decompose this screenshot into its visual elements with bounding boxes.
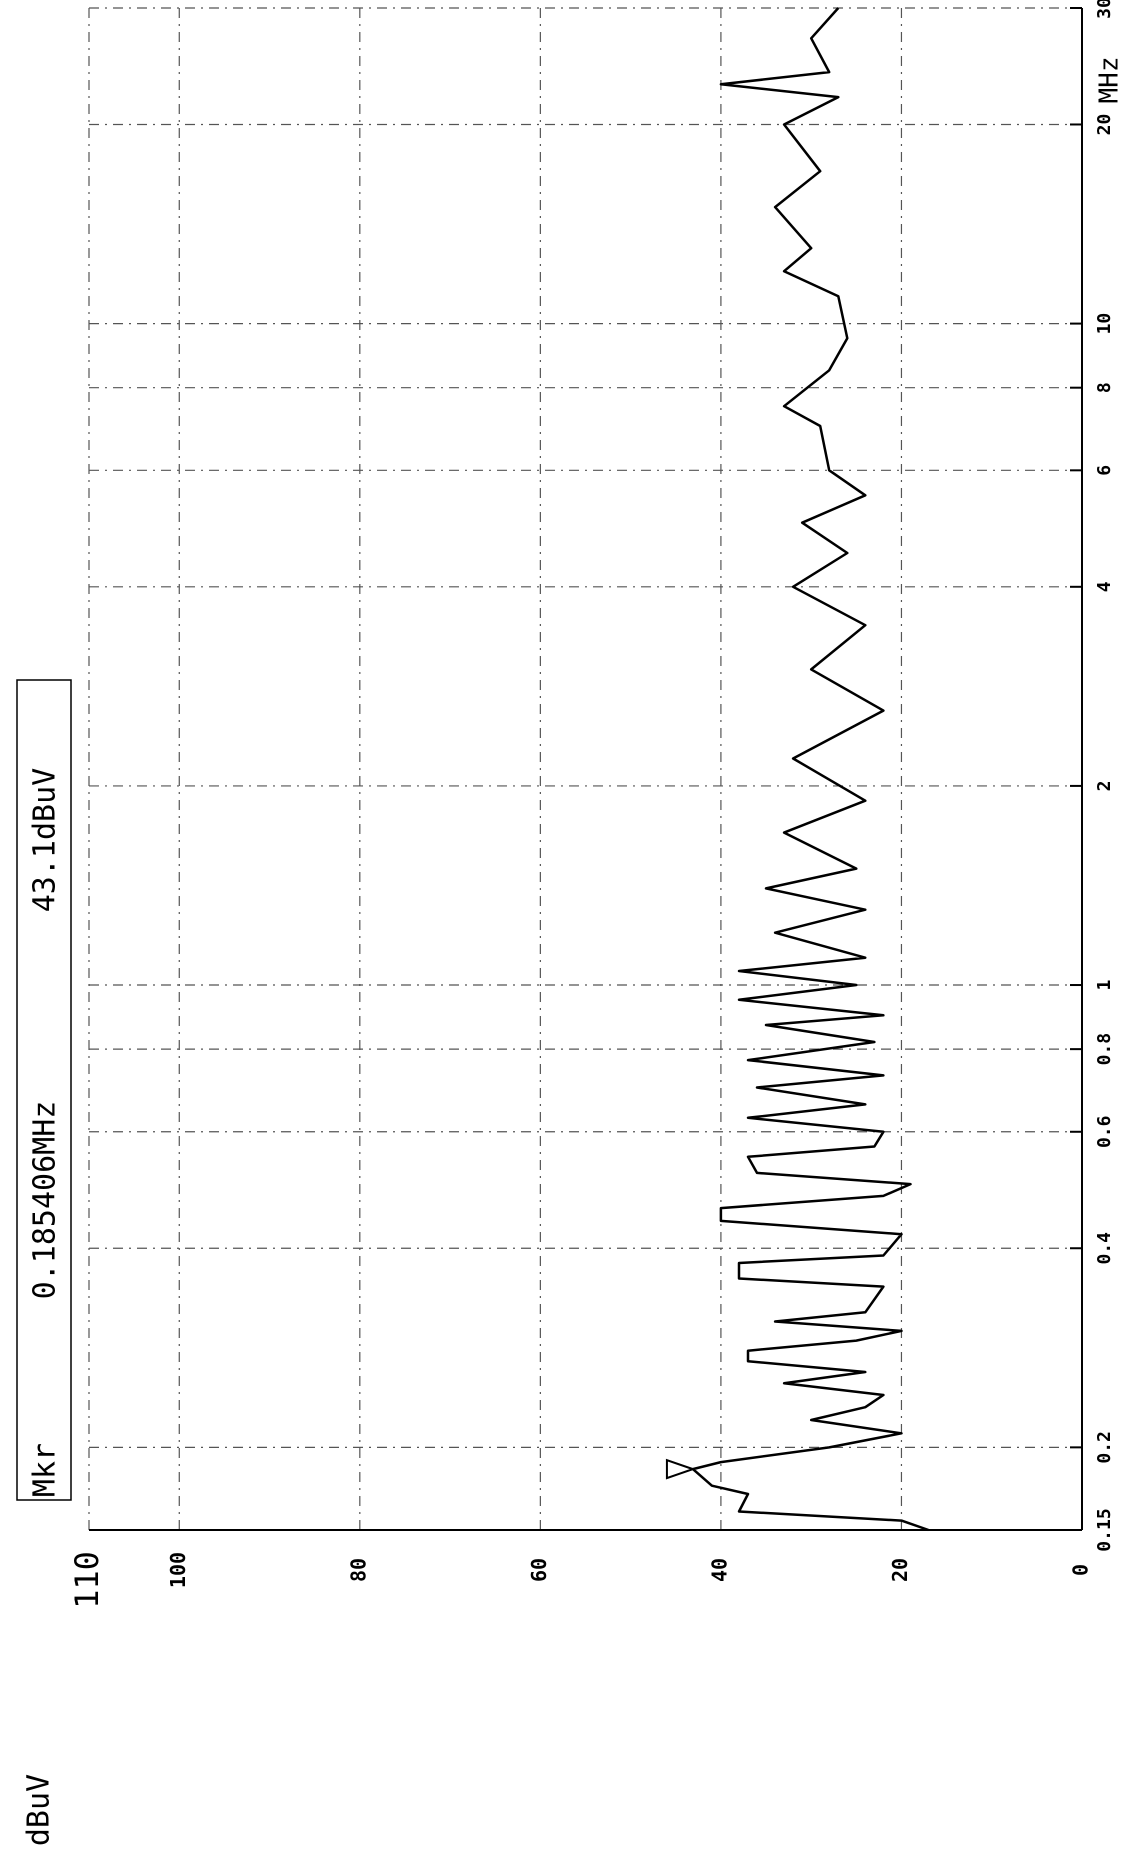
x-tick-label: 30: [1094, 0, 1115, 19]
y-tick-label: 40: [707, 1558, 731, 1582]
y-tick-label: 110: [68, 1551, 106, 1609]
x-tick-label: 10: [1094, 313, 1115, 335]
marker-label: Mkr: [28, 1443, 63, 1497]
x-tick-label: 2: [1094, 780, 1115, 791]
y-tick-label: 80: [346, 1558, 370, 1582]
marker-symbol: [665, 1458, 696, 1480]
y-tick-label: 0: [1069, 1564, 1093, 1576]
y-tick-label: 20: [888, 1558, 912, 1582]
trace: [691, 7, 929, 1532]
x-tick-label: 20: [1094, 114, 1115, 136]
x-tick-label: 0.6: [1094, 1116, 1115, 1149]
x-tick-label: 6: [1094, 465, 1115, 476]
x-tick-label: 8: [1094, 382, 1115, 393]
y-tick-label: 60: [527, 1558, 551, 1582]
x-unit: MHz: [1095, 57, 1125, 104]
y-unit: dBuV: [22, 1774, 57, 1846]
x-tick-label: 0.2: [1094, 1431, 1115, 1464]
x-tick-label: 4: [1094, 581, 1115, 592]
marker-box: [16, 679, 72, 1501]
x-tick-label: 0.8: [1094, 1033, 1115, 1066]
x-tick-label: 0.15: [1094, 1508, 1115, 1551]
x-tick-label: 0.4: [1094, 1232, 1115, 1265]
marker-freq: 0.185406MHz: [28, 1101, 63, 1300]
marker-level: 43.1dBuV: [28, 768, 63, 913]
y-tick-label: 100: [166, 1552, 190, 1588]
x-tick-label: 1: [1094, 980, 1115, 991]
